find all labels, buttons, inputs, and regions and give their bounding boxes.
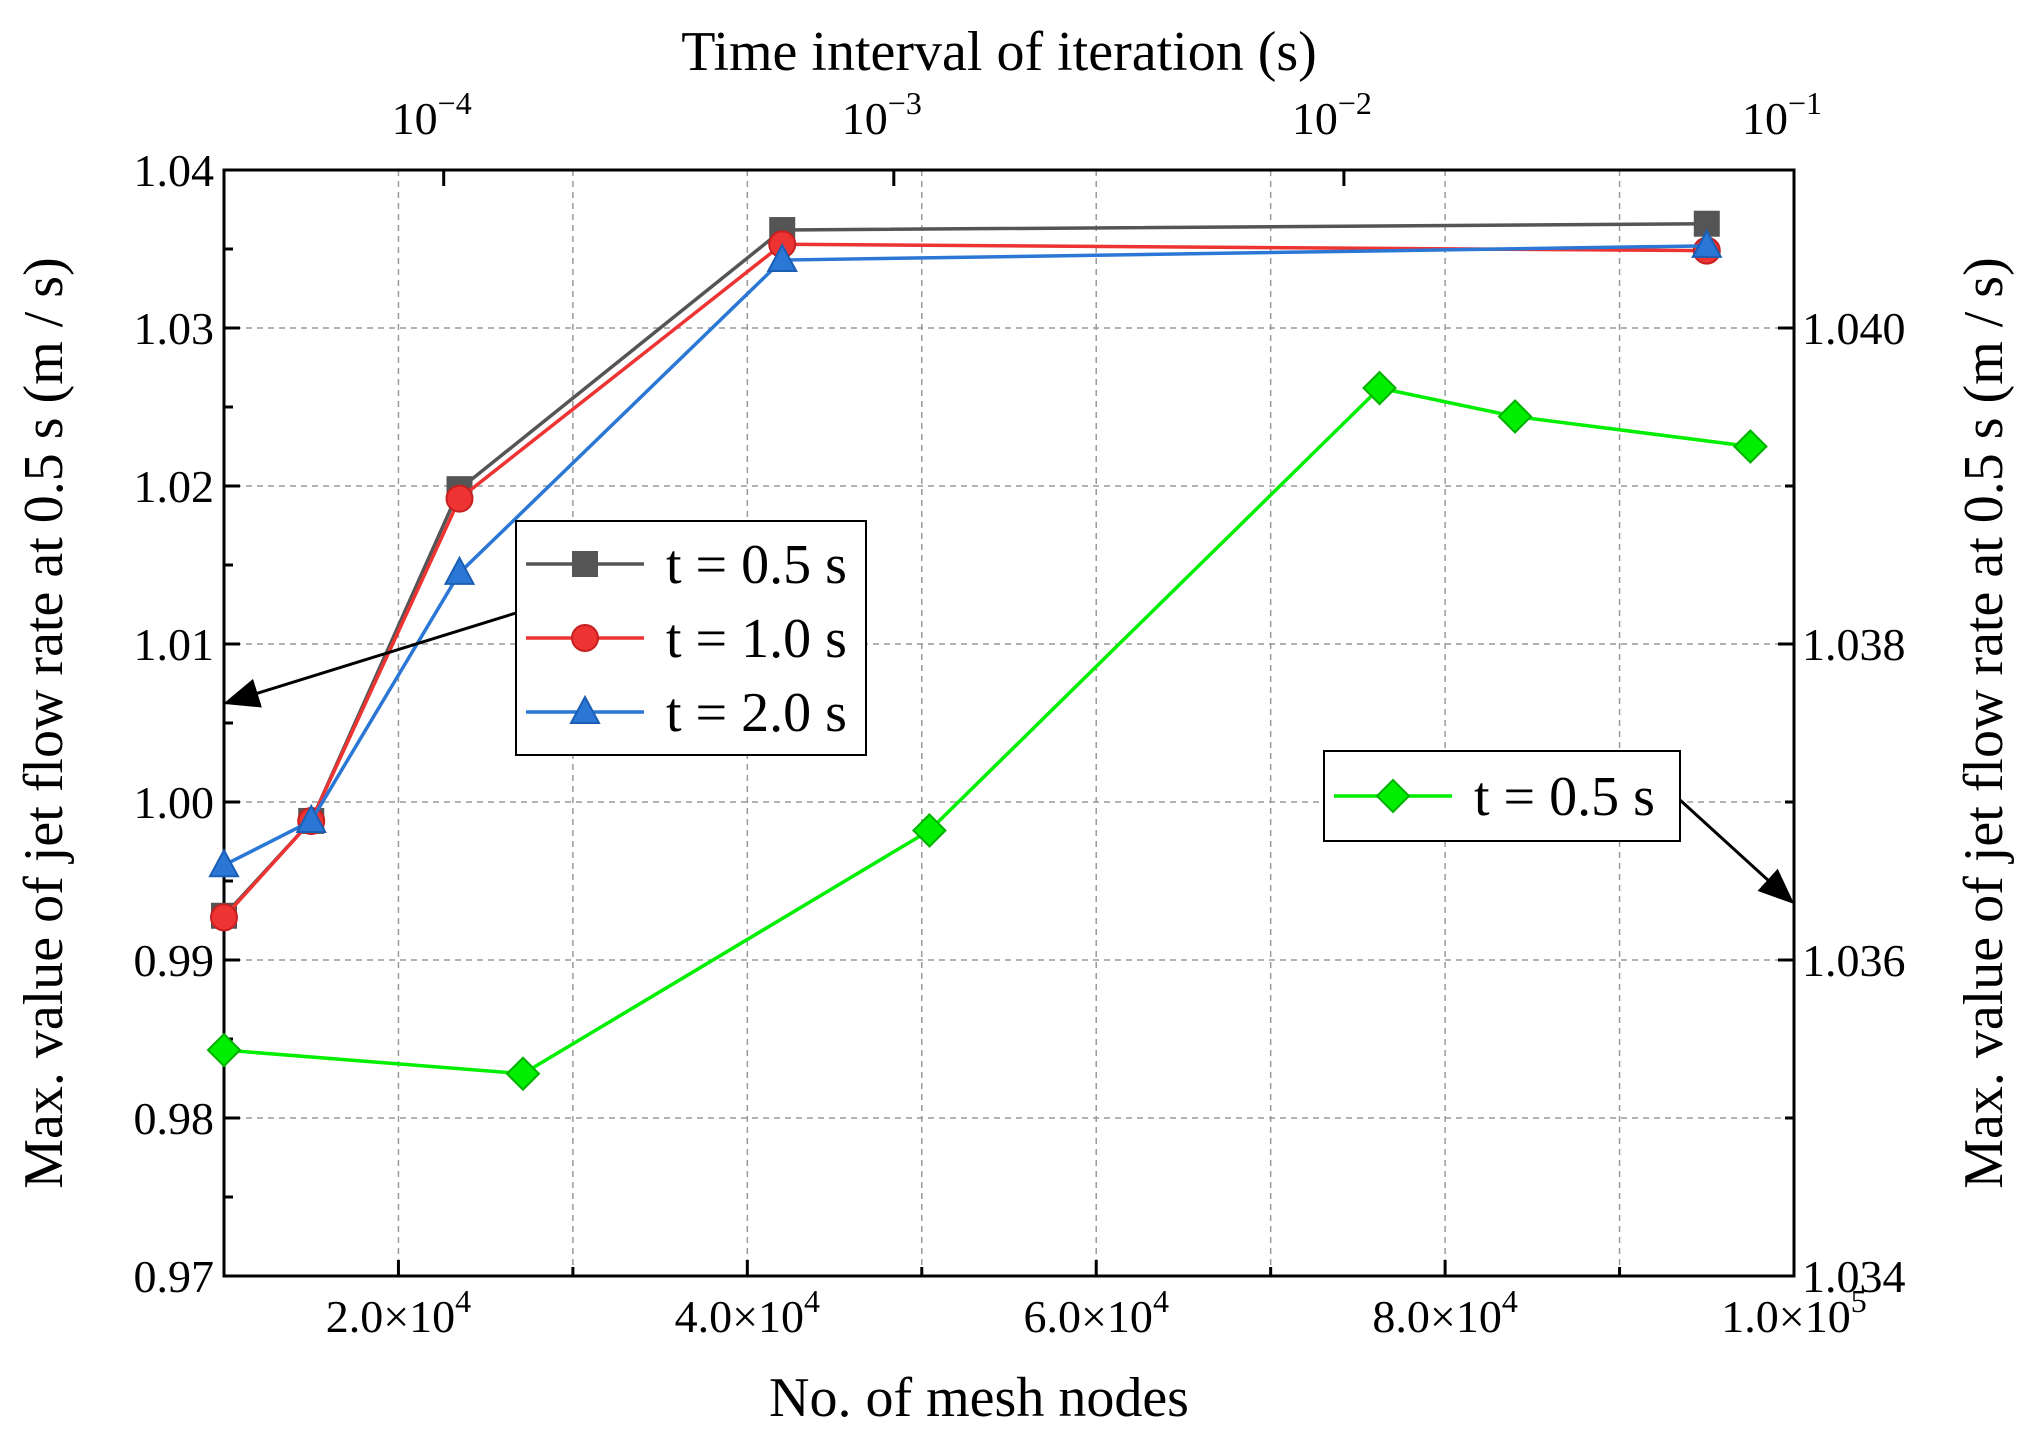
y-axis-right-title: Max. value of jet flow rate at 0.5 s (m … [1953,257,2015,1189]
x-top-tick-label: 10−2 [1292,85,1372,144]
annotations [223,611,1795,905]
legend-right: t = 0.5 s [1323,750,1681,842]
y-right-tick-label: 1.034 [1802,1251,1906,1302]
tick-mantissa: 8.0×10 [1372,1291,1501,1342]
triangle-marker [1691,228,1723,258]
series-layer [206,210,1768,1092]
x-top-tick-label: 10−4 [392,85,472,144]
legend-item: t = 0.5 s [1334,766,1655,828]
x-top-tick-label: 10−3 [842,85,922,144]
tick-exponent: 4 [1153,1283,1169,1319]
tick-exponent: 5 [1851,1283,1867,1319]
arrow-to-right-axis [1678,798,1795,905]
diamond-marker [505,1056,541,1092]
y-left-tick-label: 1.03 [134,303,215,354]
y-right-tick-label: 1.040 [1802,303,1906,354]
tick-exponent: 4 [804,1283,820,1319]
y-left-tick-label: 1.00 [134,777,215,828]
tick-exponent: −1 [1788,85,1822,121]
tick-exponent: −4 [438,85,472,121]
tick-exponent: 4 [1502,1283,1518,1319]
circle-marker [571,624,599,652]
tick-mantissa: 10 [842,93,888,144]
triangle-marker [208,848,240,878]
y-left-tick-label: 1.02 [134,461,215,512]
y-left-tick-label: 1.01 [134,619,215,670]
tick-mantissa: 1.0×10 [1721,1291,1850,1342]
tick-mantissa: 6.0×10 [1023,1291,1152,1342]
diamond-marker [1732,429,1768,464]
y-left-tick-label: 0.98 [134,1093,215,1144]
legend-left: t = 0.5 s t = 1.0 s t = 2.0 s [515,520,867,756]
legend-item: t = 2.0 s [526,682,847,744]
y-right-tick-label: 1.038 [1802,619,1906,670]
y-right-tick-label: 1.036 [1802,935,1906,986]
tick-mantissa: 10 [1742,93,1788,144]
tick-exponent: 4 [455,1283,471,1319]
legend-label: t = 2.0 s [666,682,847,744]
tick-mantissa: 4.0×10 [675,1291,804,1342]
x-axis-bottom-title: No. of mesh nodes [769,1367,1189,1429]
arrow-to-left-axis [223,611,517,708]
grid-lines [224,170,1795,1276]
triangle-marker [569,694,601,724]
tick-mantissa: 2.0×10 [326,1291,455,1342]
x-bottom-tick-label: 6.0×104 [1023,1283,1168,1342]
legend-label: t = 0.5 s [1474,766,1655,828]
legend-item: t = 1.0 s [526,608,847,670]
square-marker [572,551,598,577]
diamond-marker [1362,370,1397,406]
diamond-marker [1497,399,1533,434]
y-left-tick-label: 0.99 [134,935,215,986]
legend-label: t = 0.5 s [666,534,847,596]
diamond-marker [206,1032,242,1068]
circle-marker [445,484,474,513]
series-3 [206,370,1768,1092]
x-bottom-tick-label: 8.0×104 [1372,1283,1517,1342]
x-bottom-tick-label: 4.0×104 [675,1283,820,1342]
y-left-tick-label: 0.97 [134,1251,215,1302]
triangle-marker [766,242,798,273]
tick-mantissa: 10 [392,93,438,144]
diamond-marker [1375,778,1411,814]
x-top-tick-label: 10−1 [1742,85,1822,144]
triangle-marker [295,803,327,833]
x-bottom-tick-label: 1.0×105 [1721,1283,1866,1342]
y-axis-left-title: Max. value of jet flow rate at 0.5 s (m … [13,257,75,1189]
circle-marker [210,903,238,932]
x-axis-top-title: Time interval of iteration (s) [681,21,1317,83]
x-bottom-tick-label: 2.0×104 [326,1283,471,1342]
legend-item: t = 0.5 s [526,534,847,596]
series-line [223,386,1751,1076]
y-left-tick-label: 1.04 [134,145,215,196]
tick-exponent: −3 [888,85,922,121]
series-2 [208,228,1723,878]
tick-mantissa: 10 [1292,93,1338,144]
legends: t = 0.5 s t = 1.0 s t = 2.0 s t = 0.5 s [515,520,1681,842]
tick-exponent: −2 [1338,85,1372,121]
diamond-marker [912,813,947,848]
triangle-marker [443,555,476,585]
legend-label: t = 1.0 s [666,608,847,670]
